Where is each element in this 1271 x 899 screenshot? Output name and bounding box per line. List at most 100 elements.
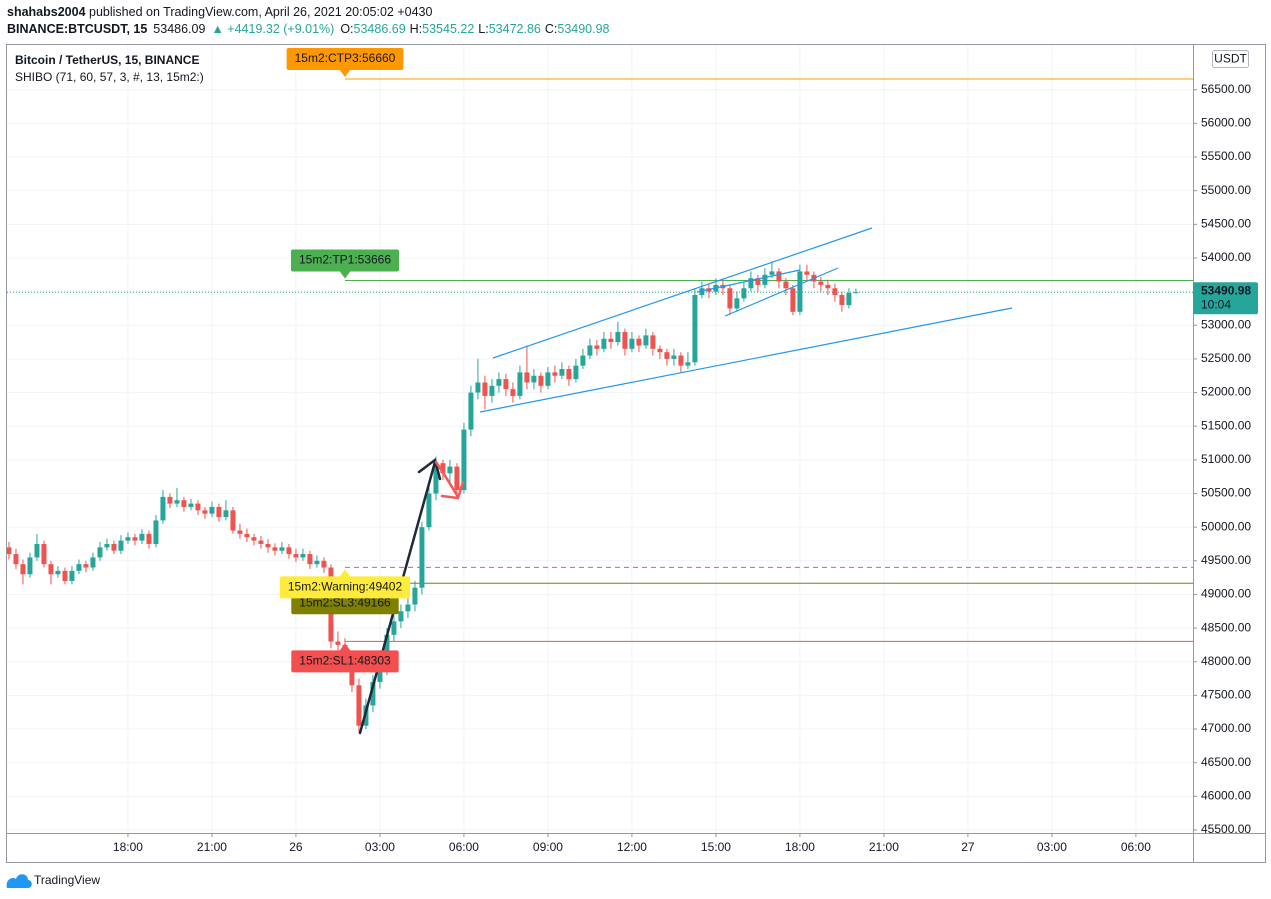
candle-body	[118, 540, 124, 551]
currency: USDT	[1214, 52, 1247, 66]
candle-body	[146, 533, 152, 544]
candle-body	[377, 671, 383, 682]
o-label: O:	[340, 22, 353, 36]
level-pointer	[339, 643, 351, 652]
x-tick-label: 03:00	[365, 840, 395, 854]
candle-body	[615, 331, 621, 343]
y-tick-label: 50000.00	[1201, 519, 1251, 533]
level-box	[290, 249, 400, 272]
candle-body	[265, 543, 271, 548]
c-value: 53490.98	[557, 22, 609, 36]
o-value: 53486.69	[354, 22, 406, 36]
h-label: H:	[410, 22, 423, 36]
candle-body	[510, 389, 516, 396]
candle-body	[825, 284, 831, 289]
y-tick-label: 47000.00	[1201, 721, 1251, 735]
candle-body	[734, 298, 740, 309]
x-tick-label: 12:00	[617, 840, 647, 854]
y-tick-label: 53000.00	[1201, 317, 1251, 331]
candle-body	[293, 554, 299, 558]
y-tick-label: 48500.00	[1201, 620, 1251, 634]
y-tick-label: 52500.00	[1201, 351, 1251, 365]
y-tick-label: 55500.00	[1201, 149, 1251, 163]
y-tick-label: 46500.00	[1201, 755, 1251, 769]
candle-body	[741, 288, 747, 299]
candle-body	[783, 281, 789, 289]
candle-body	[601, 338, 607, 349]
y-tick-label: 51000.00	[1201, 452, 1251, 466]
candle-body	[552, 372, 558, 376]
candle-body	[202, 510, 208, 514]
level-pointer	[339, 270, 351, 279]
frame	[6, 44, 1266, 863]
candle-body	[664, 352, 670, 359]
candle-body	[832, 288, 838, 295]
publish-line: shahabs2004 published on TradingView.com…	[7, 5, 432, 19]
candle-body	[580, 355, 586, 366]
candle-body	[104, 543, 110, 548]
candle-body	[307, 554, 313, 565]
candle-body	[188, 503, 194, 507]
red-arrow	[434, 460, 460, 499]
candle-body	[335, 641, 341, 645]
x-tick-label: 06:00	[449, 840, 479, 854]
candle-body	[286, 547, 292, 555]
candle-body	[818, 281, 824, 285]
candle-body	[678, 355, 684, 366]
candle-body	[356, 685, 362, 726]
candle-body	[433, 463, 439, 494]
candle-body	[790, 288, 796, 312]
level-pointer	[339, 68, 351, 77]
candle-body	[685, 362, 691, 366]
axes: 45500.00 46000.00 46500.00 47000.00 47500.00…	[113, 82, 1251, 854]
candle-body	[440, 463, 446, 474]
candle-body	[496, 379, 502, 386]
candle-body	[846, 292, 852, 306]
candle-body	[258, 540, 264, 544]
c-label: C:	[545, 22, 558, 36]
candle-body	[622, 331, 628, 349]
candle-body	[83, 564, 89, 568]
candle-body	[251, 537, 257, 541]
candle-body	[209, 506, 215, 514]
candle-body	[132, 537, 138, 541]
candle-body	[6, 547, 12, 555]
legend-indicator: SHIBO (71, 60, 57, 3, #, 13, 15m2:)	[15, 70, 204, 84]
h-value: 53545.22	[422, 22, 474, 36]
published: published on TradingView.com, April 26, …	[86, 5, 433, 19]
x-tick-label: 21:00	[869, 840, 899, 854]
candle-body	[643, 335, 649, 346]
candle-body	[97, 547, 103, 558]
candle-body	[762, 274, 768, 285]
candle-body	[447, 466, 453, 474]
candle-body	[237, 530, 243, 534]
footer-brand: TradingView	[34, 873, 100, 887]
candle-body	[279, 547, 285, 551]
candle-body	[755, 278, 761, 285]
grid	[7, 44, 1193, 833]
y-tick-label: 48000.00	[1201, 654, 1251, 668]
currency-box[interactable]	[1212, 50, 1249, 68]
candle-body	[839, 294, 845, 306]
candle-body	[181, 500, 187, 507]
candle-body	[776, 271, 782, 282]
candle-body	[517, 372, 523, 396]
candle-body	[27, 557, 33, 575]
y-tick-label: 54500.00	[1201, 217, 1251, 231]
candle-body	[167, 496, 173, 504]
candle-body	[76, 564, 82, 571]
y-tick-label: 51500.00	[1201, 418, 1251, 432]
candle-body	[391, 621, 397, 635]
candle-body	[125, 537, 131, 541]
candle-body	[797, 271, 803, 312]
candle-body	[405, 604, 411, 612]
candle-body	[398, 611, 404, 622]
candle-body	[692, 294, 698, 363]
y-tick-label: 56500.00	[1201, 82, 1251, 96]
y-tick-label: 46000.00	[1201, 788, 1251, 802]
candle-body	[20, 564, 26, 575]
y-tick-label: 45500.00	[1201, 822, 1251, 836]
l-value: 53472.86	[489, 22, 541, 36]
quote-line: BINANCE:BTCUSDT, 15 53486.09 ▲ +4419.32 (+…	[7, 22, 610, 36]
candle-body	[853, 292, 859, 294]
